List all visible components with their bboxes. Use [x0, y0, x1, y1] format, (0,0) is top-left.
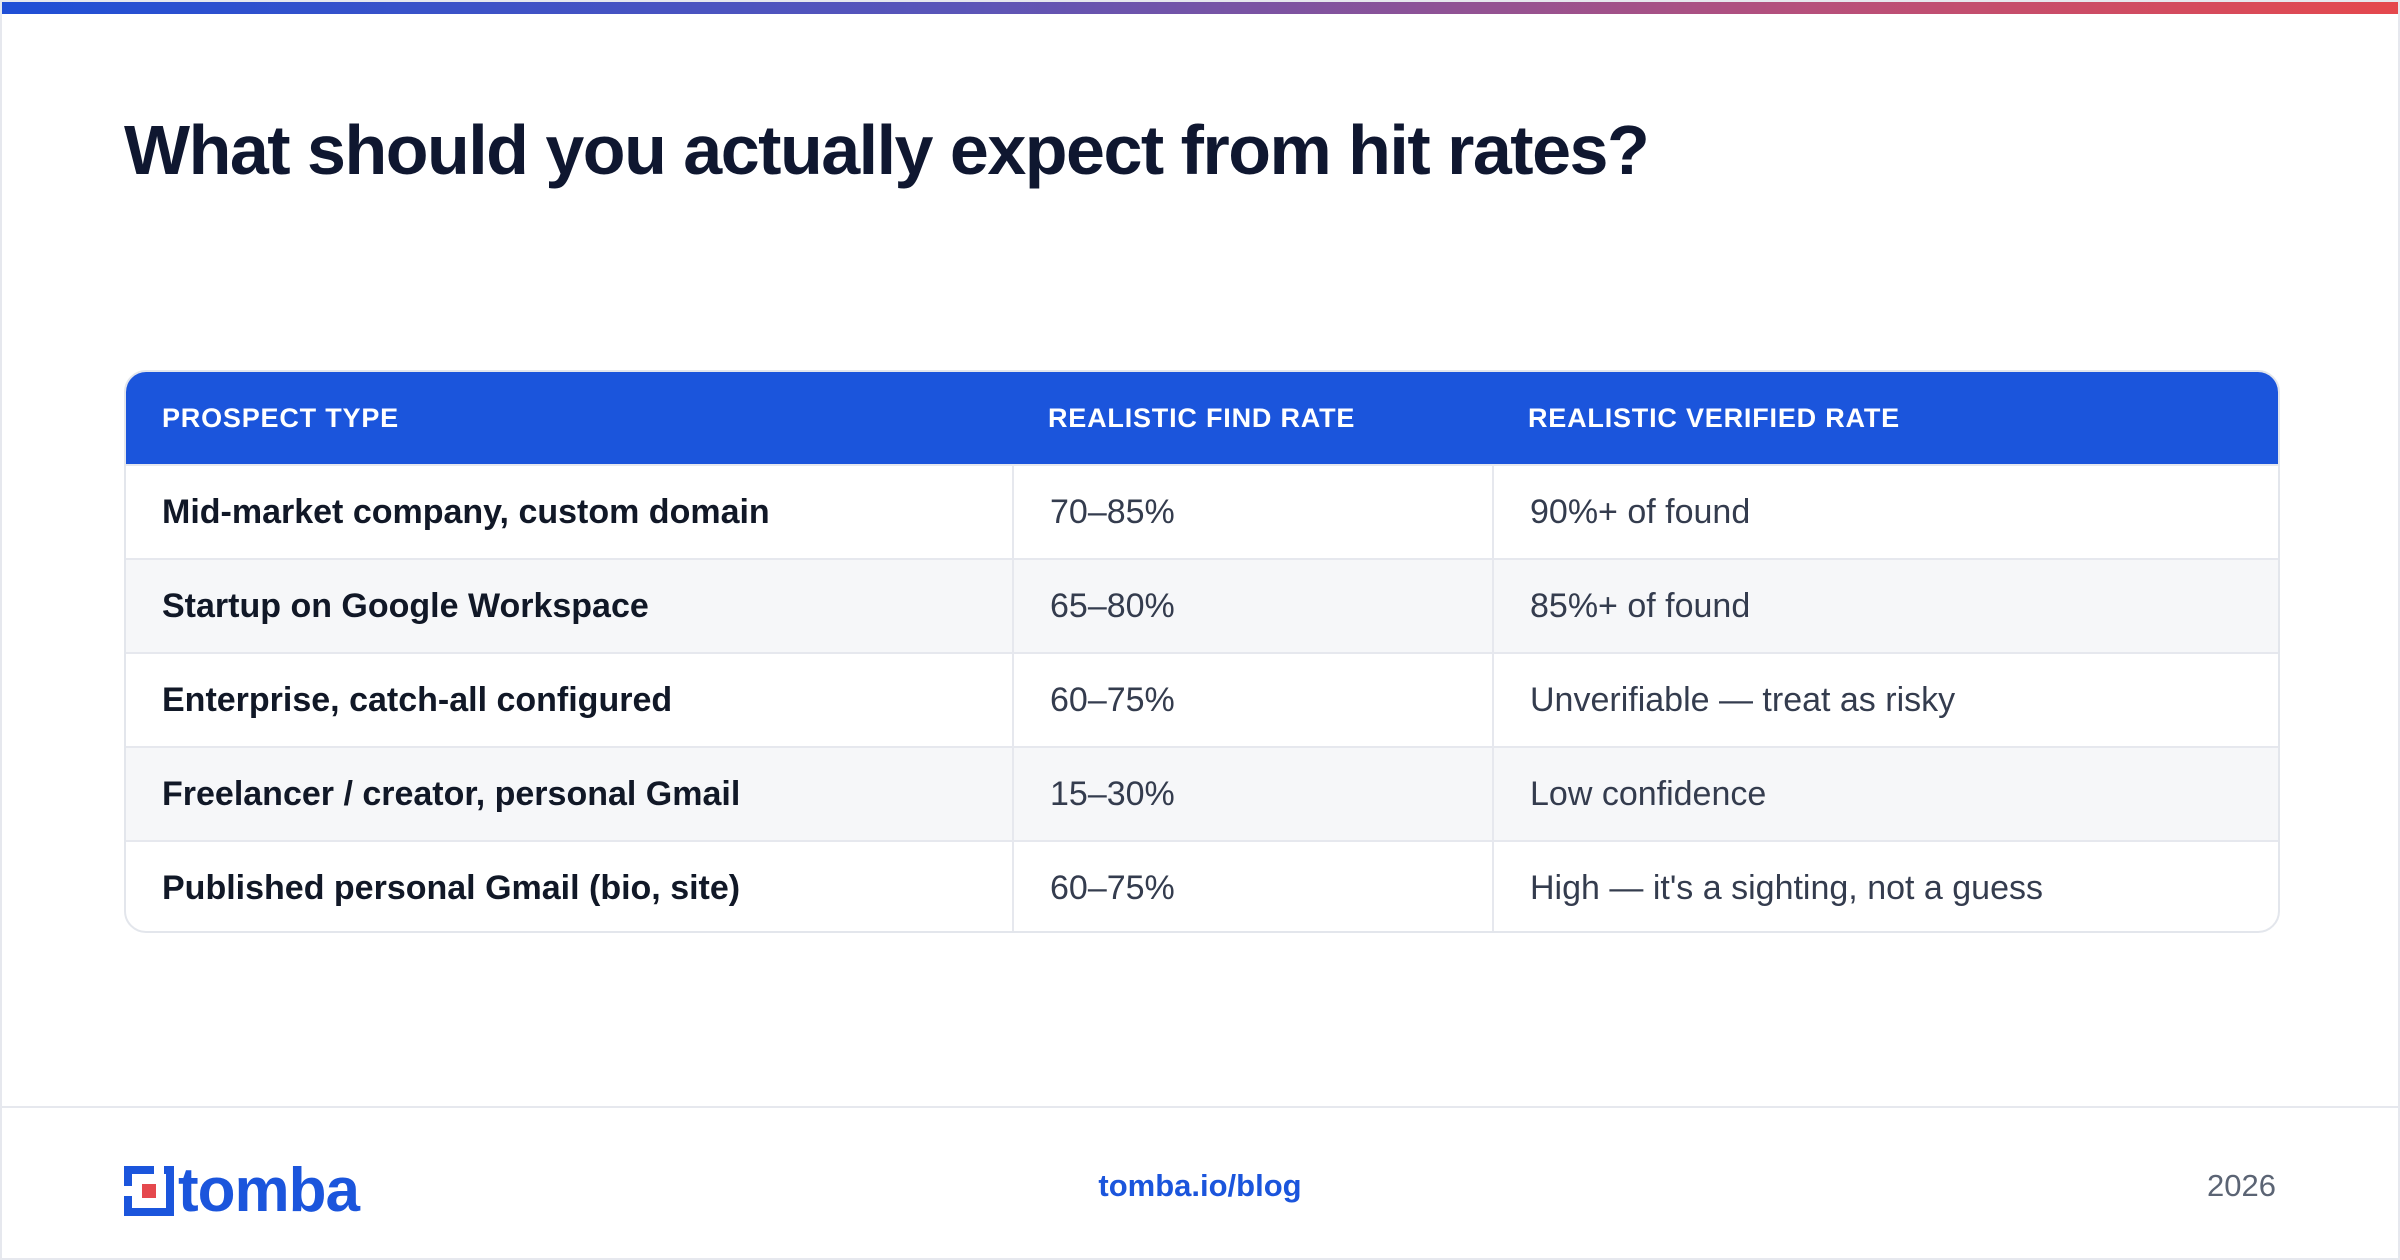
header-find-rate: REALISTIC FIND RATE — [1048, 402, 1356, 433]
table-row: Mid-market company, custom domain 70–85%… — [126, 464, 2278, 558]
prospect-type-cell: Published personal Gmail (bio, site) — [162, 868, 741, 907]
page-title: What should you actually expect from hit… — [124, 111, 1650, 189]
prospect-type-cell: Startup on Google Workspace — [162, 586, 649, 625]
verified-rate-cell: Unverifiable — treat as risky — [1492, 654, 2278, 746]
table-row: Enterprise, catch-all configured 60–75% … — [126, 652, 2278, 746]
tomba-logo-mark-icon — [124, 1166, 174, 1216]
table-row: Published personal Gmail (bio, site) 60–… — [126, 840, 2278, 931]
gradient-accent-bar — [2, 2, 2398, 14]
footer: tomba tomba.io/blog 2026 — [2, 1106, 2398, 1260]
prospect-type-cell: Enterprise, catch-all configured — [162, 680, 673, 719]
table-header: PROSPECT TYPE REALISTIC FIND RATE REALIS… — [126, 372, 2278, 464]
header-verified-rate: REALISTIC VERIFIED RATE — [1528, 402, 1900, 433]
verified-rate-cell: High — it's a sighting, not a guess — [1492, 842, 2278, 931]
hit-rates-table: PROSPECT TYPE REALISTIC FIND RATE REALIS… — [124, 370, 2280, 933]
table-row: Freelancer / creator, personal Gmail 15–… — [126, 746, 2278, 840]
footer-year: 2026 — [2207, 1168, 2276, 1203]
find-rate-cell: 15–30% — [1012, 748, 1492, 840]
find-rate-cell: 65–80% — [1012, 560, 1492, 652]
verified-rate-cell: 90%+ of found — [1492, 466, 2278, 558]
tomba-logo[interactable]: tomba — [124, 1156, 360, 1225]
table-row: Startup on Google Workspace 65–80% 85%+ … — [126, 558, 2278, 652]
verified-rate-cell: Low confidence — [1492, 748, 2278, 840]
blog-link[interactable]: tomba.io/blog — [1098, 1168, 1302, 1203]
find-rate-cell: 60–75% — [1012, 654, 1492, 746]
logo-wordmark: tomba — [178, 1156, 360, 1225]
prospect-type-cell: Mid-market company, custom domain — [162, 492, 770, 531]
header-prospect-type: PROSPECT TYPE — [162, 402, 399, 433]
verified-rate-cell: 85%+ of found — [1492, 560, 2278, 652]
prospect-type-cell: Freelancer / creator, personal Gmail — [162, 774, 741, 813]
find-rate-cell: 70–85% — [1012, 466, 1492, 558]
find-rate-cell: 60–75% — [1012, 842, 1492, 931]
